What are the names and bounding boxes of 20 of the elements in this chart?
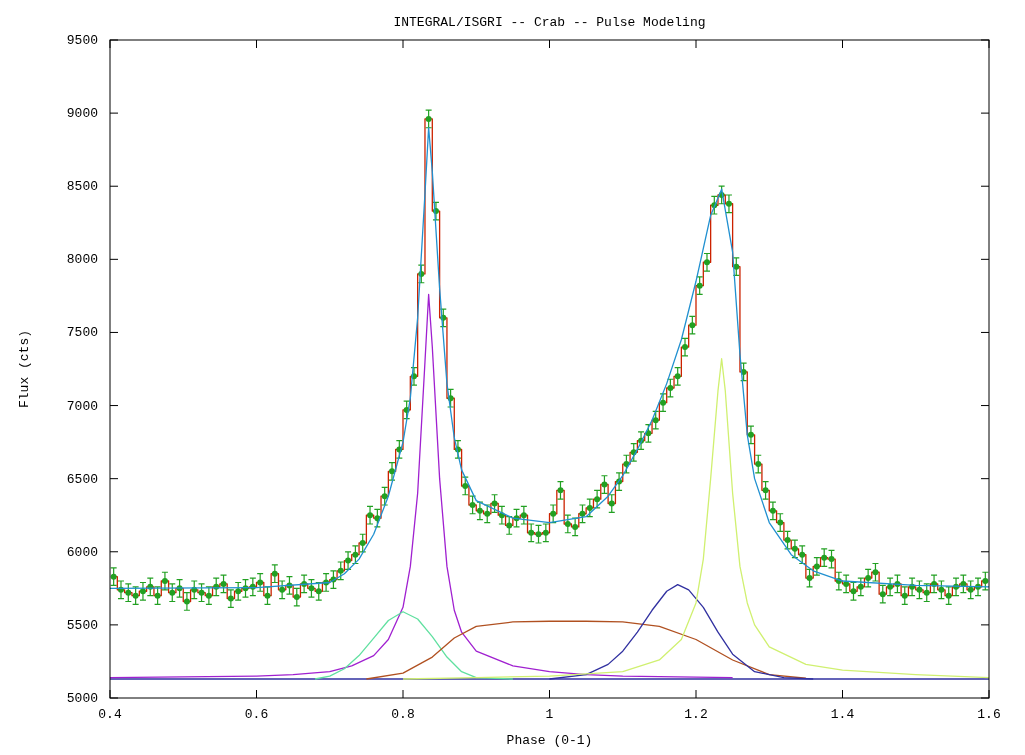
x-tick-label: 0.4 xyxy=(98,707,122,722)
y-tick-label: 6000 xyxy=(66,544,98,560)
x-tick-label: 0.6 xyxy=(244,707,269,722)
chart-title: INTEGRAL/ISGRI -- Crab -- Pulse Modeling xyxy=(393,15,706,30)
x-tick-label: 1 xyxy=(545,707,554,722)
y-axis-title: Flux (cts) xyxy=(17,329,32,409)
y-tick-label: 9000 xyxy=(66,106,98,122)
y-tick-label: 7500 xyxy=(66,325,98,341)
y-tick-label: 8500 xyxy=(66,179,98,195)
x-tick-label: 0.8 xyxy=(391,707,415,722)
y-tick-label: 5000 xyxy=(66,691,98,706)
y-tick-label: 9500 xyxy=(66,33,98,48)
y-tick-label: 7000 xyxy=(66,398,98,414)
y-tick-label: 6500 xyxy=(66,471,98,487)
x-tick-label: 1.6 xyxy=(977,707,1001,722)
y-tick-label: 5500 xyxy=(66,617,98,633)
y-tick-label: 8000 xyxy=(66,252,98,268)
x-tick-label: 1.4 xyxy=(830,707,855,722)
x-axis-title: Phase (0-1) xyxy=(506,733,593,748)
x-tick-label: 1.2 xyxy=(684,707,708,722)
